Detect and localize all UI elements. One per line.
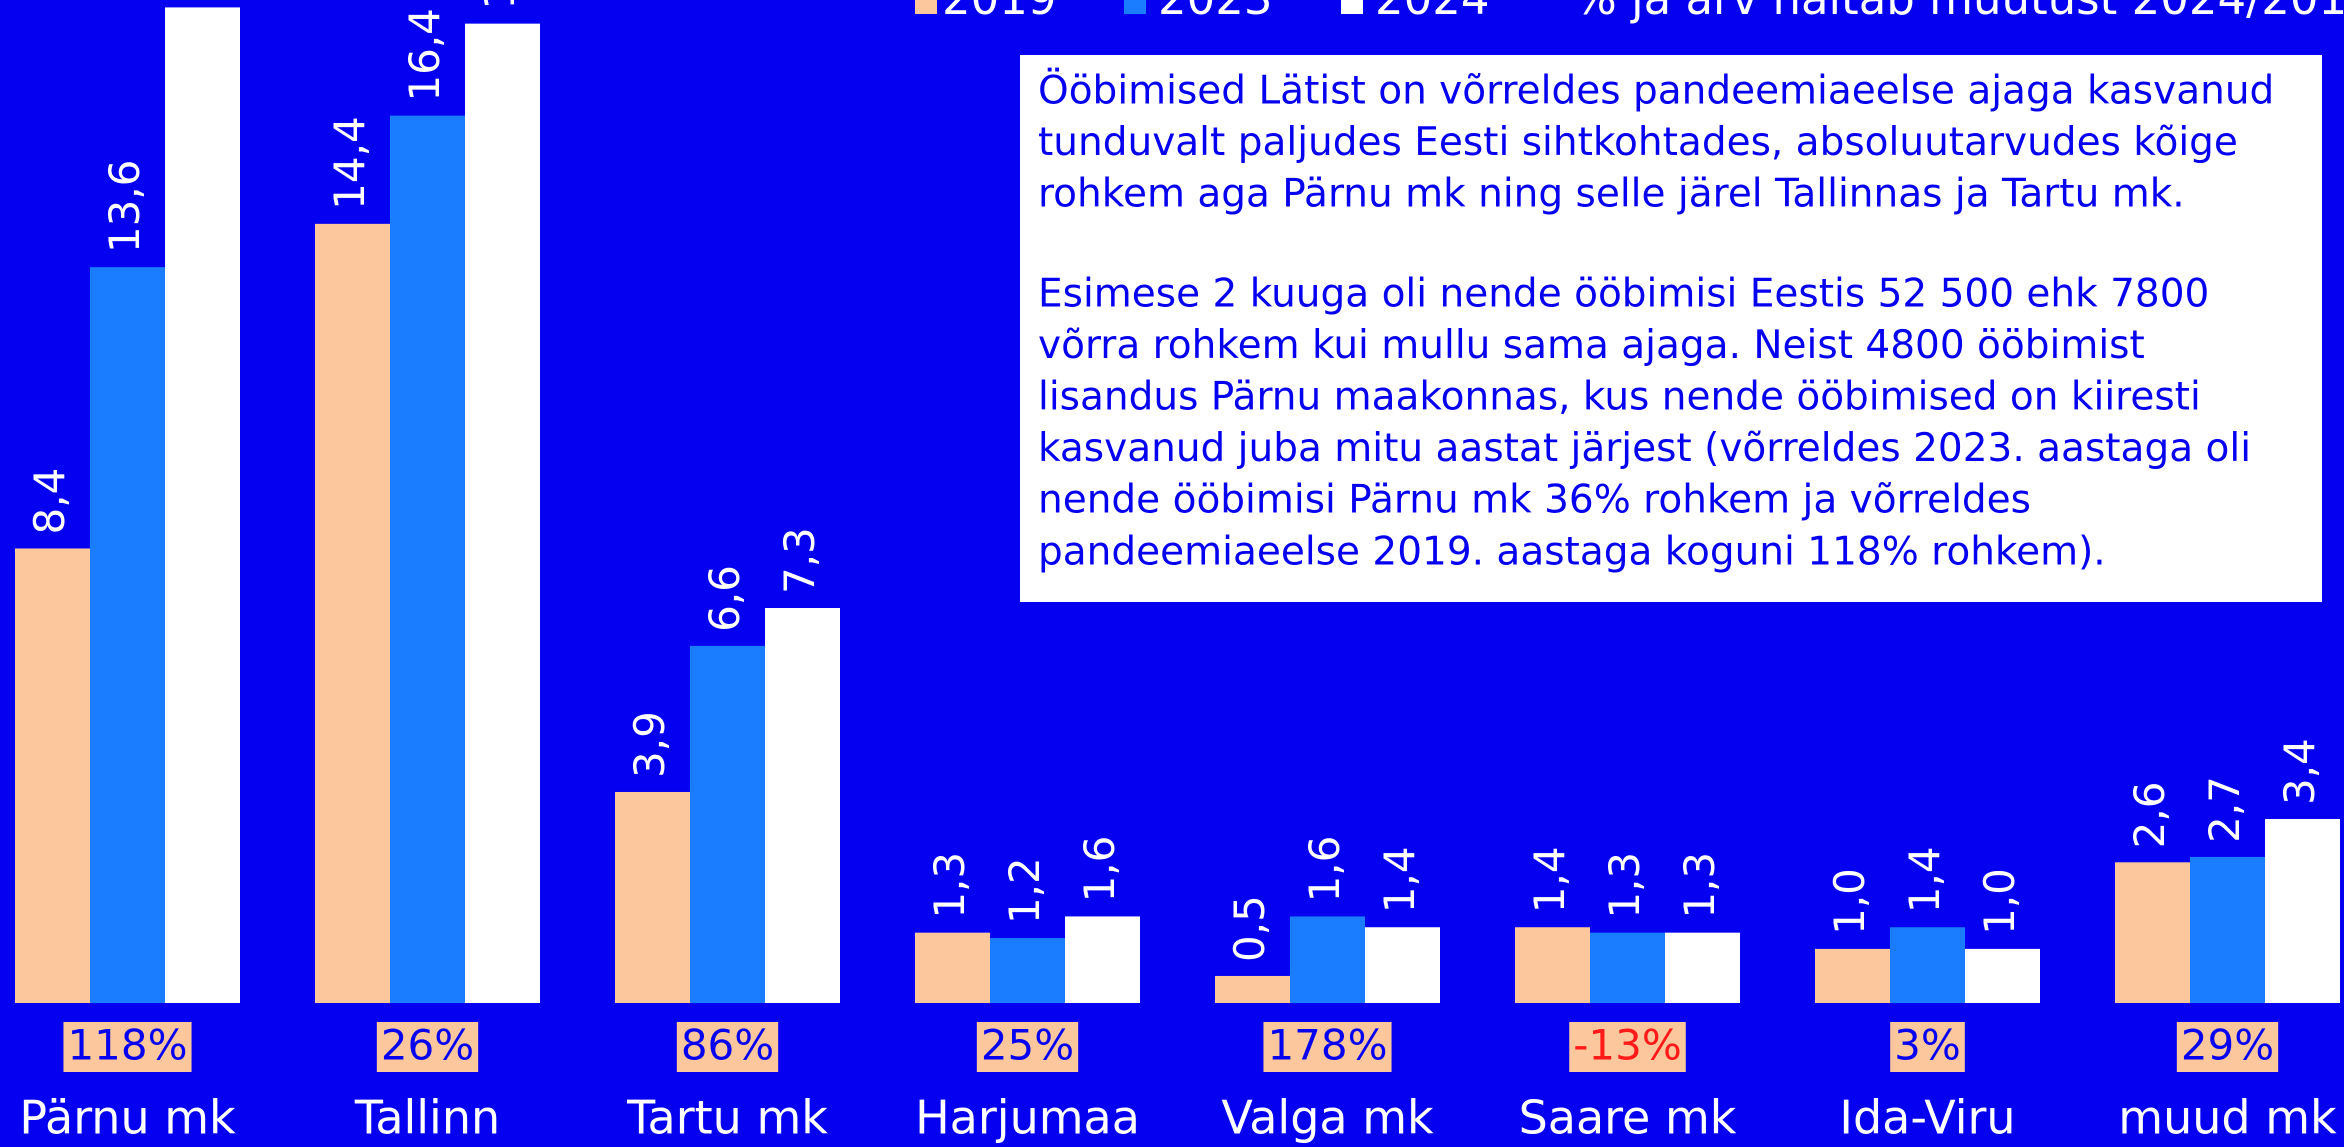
text-box-line: rohkem aga Pärnu mk ning selle järel Tal…	[1038, 172, 2185, 217]
legend-swatch	[915, 0, 937, 14]
change-label: 178%	[1267, 1021, 1387, 1070]
text-box-line: pandeemiaeelse 2019. aastaga koguni 118%…	[1038, 529, 2106, 574]
change-label: 86%	[681, 1021, 774, 1070]
bar	[1590, 932, 1665, 1003]
x-tick-label: muud mk	[2118, 1091, 2337, 1145]
bar	[15, 548, 90, 1003]
value-label: 1,0	[1975, 868, 2024, 935]
legend-note: % ja arv näitab muutust 2024/2019	[1574, 0, 2344, 25]
bar	[1215, 975, 1290, 1003]
x-tick-label: Valga mk	[1221, 1091, 1434, 1145]
text-box-line: Esimese 2 kuuga oli nende ööbimisi Eesti…	[1038, 271, 2209, 316]
value-label: 1,4	[1375, 846, 1424, 913]
value-label: 2,7	[2200, 776, 2249, 843]
value-label: 2,6	[2125, 782, 2174, 849]
text-box-line: kasvanud juba mitu aastat järjest (võrre…	[1038, 426, 2251, 471]
bar	[315, 223, 390, 1003]
bar	[765, 608, 840, 1003]
change-label: -13%	[1573, 1021, 1682, 1070]
value-label: 1,6	[1075, 836, 1124, 903]
legend-label: 2019	[942, 0, 1057, 25]
value-label: 3,9	[625, 711, 674, 778]
bar	[465, 23, 540, 1003]
bar	[1815, 948, 1890, 1003]
value-label: 6,6	[700, 565, 749, 632]
value-label: 1,4	[1900, 846, 1949, 913]
change-label-bg	[376, 1022, 479, 1072]
value-label: 1,6	[1300, 836, 1349, 903]
value-label: 14,4	[325, 116, 374, 210]
bar	[390, 115, 465, 1004]
bar	[615, 791, 690, 1003]
legend-swatch	[1341, 0, 1363, 14]
change-label: 29%	[2181, 1021, 2274, 1070]
value-label: 18,1	[475, 0, 524, 10]
bar	[165, 7, 240, 1003]
text-box	[1020, 55, 2322, 602]
value-label: 1,3	[1675, 852, 1724, 919]
legend-label: 2024	[1375, 0, 1490, 25]
x-tick-label: Ida-Viru	[1839, 1091, 2015, 1145]
value-label: 1,0	[1825, 868, 1874, 935]
change-label: 118%	[67, 1021, 187, 1070]
bar	[915, 932, 990, 1003]
change-label-bg	[2176, 1022, 2279, 1072]
change-label-bg	[976, 1022, 1079, 1072]
bar	[1515, 927, 1590, 1003]
value-label: 1,3	[925, 852, 974, 919]
change-label-bg	[676, 1022, 779, 1072]
change-label: 3%	[1894, 1021, 1961, 1070]
value-label: 13,6	[100, 160, 149, 254]
bar	[90, 267, 165, 1003]
bar	[1290, 916, 1365, 1003]
bar	[1965, 948, 2040, 1003]
value-label: 8,4	[25, 468, 74, 535]
value-label: 1,4	[1525, 846, 1574, 913]
x-tick-label: Tartu mk	[626, 1091, 828, 1145]
bar	[2190, 856, 2265, 1003]
bar	[990, 938, 1065, 1003]
change-label: 25%	[981, 1021, 1074, 1070]
value-label: 7,3	[775, 527, 824, 594]
change-label-bg	[1890, 1022, 1965, 1072]
bar	[1065, 916, 1140, 1003]
bar	[2265, 819, 2340, 1003]
text-box-line: tunduvalt paljudes Eesti sihtkohtades, a…	[1038, 120, 2238, 165]
bar	[1365, 927, 1440, 1003]
text-box-line: võrra rohkem kui mullu sama ajaga. Neist…	[1038, 323, 2145, 368]
text-box-line: lisandus Pärnu maakonnas, kus nende ööbi…	[1038, 375, 2201, 420]
x-tick-label: Saare mk	[1519, 1091, 1737, 1145]
value-label: 3,4	[2275, 738, 2324, 805]
bar	[2115, 862, 2190, 1003]
text-box-line: Ööbimised Lätist on võrreldes pandeemiae…	[1038, 68, 2274, 114]
change-label-bg	[1263, 1022, 1392, 1072]
value-label: 16,4	[400, 8, 449, 102]
text-box-line: nende ööbimisi Pärnu mk 36% rohkem ja võ…	[1038, 478, 2031, 523]
change-label-bg	[1569, 1022, 1686, 1072]
change-label-bg	[63, 1022, 192, 1072]
value-label: 1,3	[1600, 852, 1649, 919]
legend-swatch	[1124, 0, 1146, 14]
x-tick-label: Pärnu mk	[19, 1091, 236, 1145]
x-tick-label: Tallinn	[354, 1091, 500, 1145]
legend-label: 2023	[1158, 0, 1273, 25]
bar	[1890, 927, 1965, 1003]
value-label: 0,5	[1225, 895, 1274, 962]
bar	[1665, 932, 1740, 1003]
x-tick-label: Harjumaa	[915, 1091, 1140, 1145]
value-label: 1,2	[1000, 857, 1049, 924]
bar	[690, 645, 765, 1003]
change-label: 26%	[381, 1021, 474, 1070]
